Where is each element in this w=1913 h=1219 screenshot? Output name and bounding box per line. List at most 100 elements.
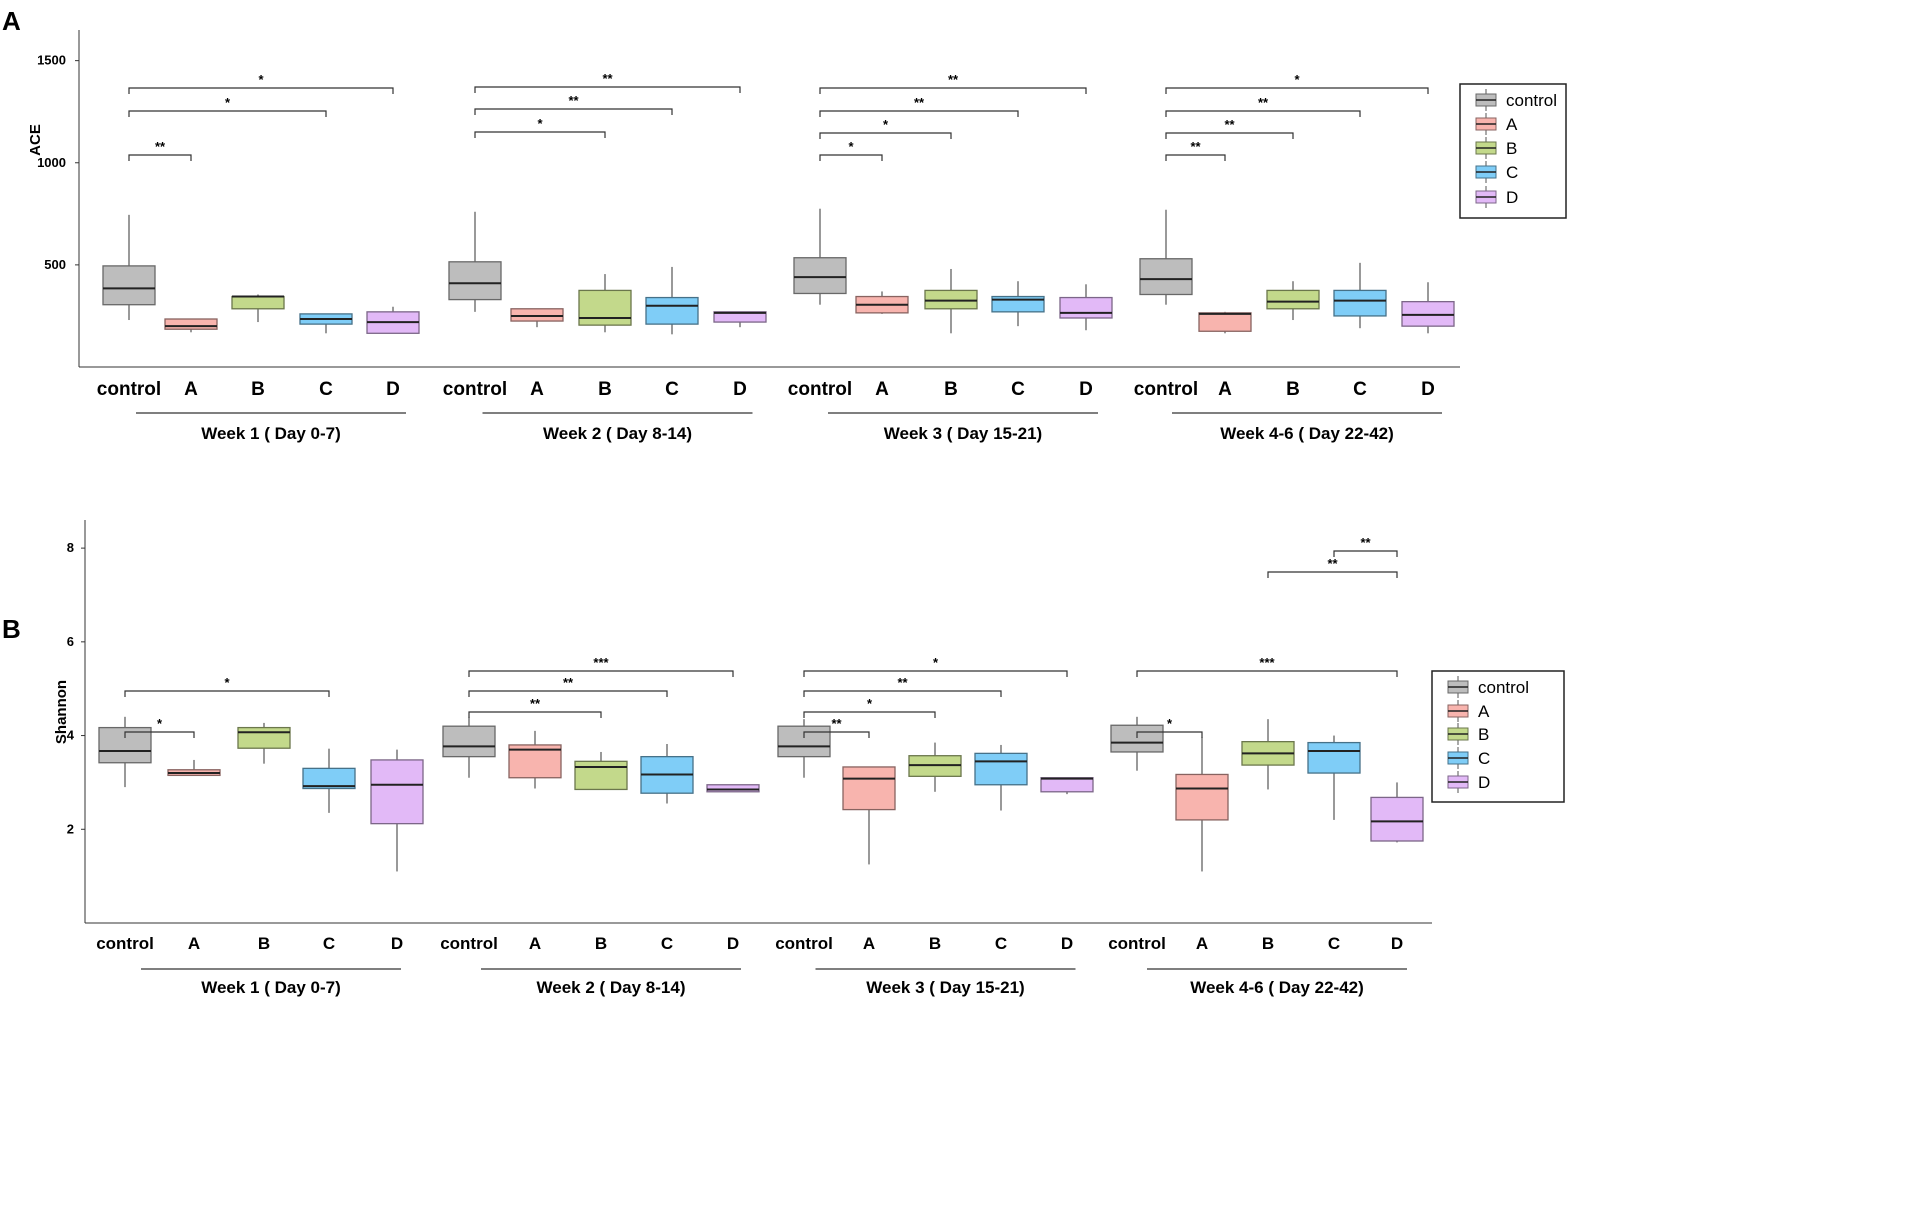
legend-entry-label: D [1478, 773, 1490, 792]
x-tick-label: C [1353, 379, 1367, 400]
significance-bracket [124, 731, 195, 738]
significance-bracket [1333, 550, 1398, 557]
x-tick-label: control [1108, 934, 1166, 953]
week-label: Week 4-6 ( Day 22-42) [1190, 978, 1364, 997]
significance-label: ** [568, 93, 579, 108]
week-label: Week 3 ( Day 15-21) [866, 978, 1024, 997]
x-tick-label: D [733, 379, 747, 400]
significance-label: ** [563, 675, 574, 690]
significance-label: ** [155, 139, 166, 154]
x-tick-label: B [595, 934, 607, 953]
panel-label-b: B [2, 614, 21, 644]
y-tick-label: 500 [44, 257, 66, 272]
x-tick-label: C [1328, 934, 1340, 953]
x-tick-label: B [251, 379, 265, 400]
significance-label: ** [1190, 139, 1201, 154]
significance-bracket [803, 711, 936, 718]
y-axis-label: ACE [27, 124, 44, 156]
x-tick-label: D [1421, 379, 1435, 400]
x-tick-label: B [944, 379, 958, 400]
x-tick-label: B [258, 934, 270, 953]
significance-label: * [848, 139, 854, 154]
significance-bracket [124, 690, 330, 697]
x-tick-label: C [1011, 379, 1025, 400]
x-tick-label: C [665, 379, 679, 400]
box-d [713, 311, 767, 323]
box-b [924, 289, 978, 310]
x-tick-label: control [96, 934, 154, 953]
box-d [1370, 796, 1424, 842]
box-b [237, 726, 291, 749]
significance-bracket [1165, 87, 1429, 94]
legend-entry-label: B [1506, 139, 1517, 158]
significance-label: ** [831, 716, 842, 731]
significance-bracket [819, 154, 883, 161]
box-c [974, 752, 1028, 786]
x-tick-label: A [863, 934, 875, 953]
significance-bracket [819, 87, 1087, 94]
significance-label: * [157, 716, 163, 731]
x-tick-label: A [875, 379, 889, 400]
box-control [448, 261, 502, 301]
x-tick-label: B [1262, 934, 1274, 953]
significance-label: ** [1258, 95, 1269, 110]
week-label: Week 1 ( Day 0-7) [201, 978, 341, 997]
significance-label: *** [1259, 655, 1275, 670]
significance-label: * [225, 95, 231, 110]
x-tick-label: D [386, 379, 400, 400]
significance-bracket [128, 87, 394, 94]
x-tick-label: control [1134, 379, 1198, 400]
legend-entry-label: A [1478, 702, 1490, 721]
x-tick-label: C [661, 934, 673, 953]
box-control [442, 725, 496, 758]
box-d [1401, 300, 1455, 327]
legend-entry-label: D [1506, 188, 1518, 207]
significance-bracket [128, 110, 327, 117]
y-tick-label: 8 [67, 540, 74, 555]
significance-bracket [1136, 670, 1398, 677]
x-tick-label: D [1079, 379, 1093, 400]
significance-bracket [128, 154, 192, 161]
x-tick-label: A [184, 379, 198, 400]
significance-bracket [819, 110, 1019, 117]
significance-label: ** [1224, 117, 1235, 132]
box-control [1110, 724, 1164, 753]
box-a [1198, 312, 1252, 332]
x-tick-label: control [788, 379, 852, 400]
x-tick-label: control [97, 379, 161, 400]
significance-bracket [819, 132, 952, 139]
box-control [777, 725, 831, 758]
significance-label: * [224, 675, 230, 690]
significance-bracket [1136, 731, 1203, 738]
significance-bracket [474, 108, 673, 115]
significance-bracket [468, 670, 734, 677]
significance-label: * [1167, 716, 1173, 731]
y-tick-label: 2 [67, 821, 74, 836]
x-tick-label: A [1218, 379, 1232, 400]
significance-label: ** [897, 675, 908, 690]
y-tick-label: 1500 [37, 53, 66, 68]
week-label: Week 4-6 ( Day 22-42) [1220, 424, 1394, 443]
significance-label: *** [593, 655, 609, 670]
x-tick-label: D [391, 934, 403, 953]
x-tick-label: A [530, 379, 544, 400]
box-b [578, 289, 632, 326]
significance-label: * [258, 72, 264, 87]
x-tick-label: A [188, 934, 200, 953]
week-label: Week 2 ( Day 8-14) [543, 424, 692, 443]
box-c [645, 296, 699, 325]
box-control [102, 265, 156, 306]
significance-label: * [867, 696, 873, 711]
x-tick-label: control [443, 379, 507, 400]
y-tick-label: 6 [67, 634, 74, 649]
significance-bracket [1165, 110, 1361, 117]
box-control [1139, 258, 1193, 296]
significance-label: * [537, 116, 543, 131]
x-tick-label: D [1061, 934, 1073, 953]
significance-bracket [474, 131, 606, 138]
x-tick-label: B [1286, 379, 1300, 400]
x-tick-label: D [1391, 934, 1403, 953]
significance-bracket [468, 711, 602, 718]
week-label: Week 3 ( Day 15-21) [884, 424, 1042, 443]
